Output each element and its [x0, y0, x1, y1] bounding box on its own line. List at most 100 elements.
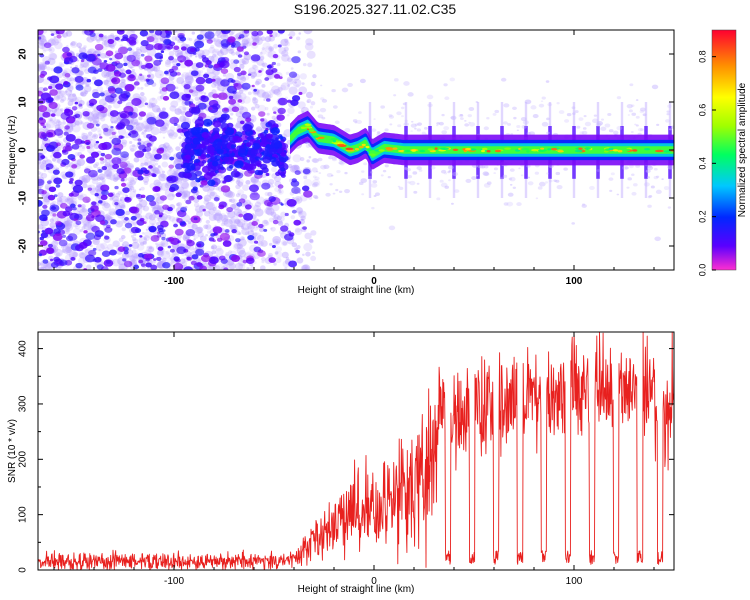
noise-blob	[49, 218, 55, 223]
noise-blob-strong	[250, 170, 255, 174]
noise-blob-strong	[48, 186, 57, 193]
noise-blob-strong	[38, 105, 48, 113]
noise-blob	[51, 215, 59, 223]
noise-blob	[161, 257, 167, 262]
noise-blob-strong	[160, 77, 170, 85]
noise-blob	[181, 195, 186, 200]
carrier-speckle	[452, 172, 459, 177]
noise-blob	[96, 177, 101, 181]
noise-blob-strong	[302, 168, 311, 175]
noise-blob	[80, 89, 88, 97]
noise-blob	[302, 253, 305, 257]
noise-blob	[235, 230, 241, 236]
noise-blob	[264, 36, 272, 43]
noise-blob-strong	[111, 131, 116, 136]
noise-blob	[156, 107, 162, 113]
carrier-speckle	[377, 131, 381, 134]
noise-blob	[194, 227, 203, 235]
noise-blob	[70, 66, 73, 69]
noise-blob	[168, 131, 178, 140]
noise-blob	[145, 126, 150, 130]
noise-blob	[81, 82, 85, 85]
noise-blob	[85, 264, 92, 270]
noise-blob	[220, 33, 229, 41]
noise-blob	[182, 234, 190, 241]
noise-blob	[241, 36, 251, 45]
carrier-speckle	[475, 174, 479, 177]
carrier-speckle	[502, 121, 508, 125]
noise-blob-strong	[50, 33, 55, 36]
noise-blob	[294, 247, 298, 251]
noise-blob	[56, 92, 64, 99]
noise-blob	[221, 222, 226, 227]
noise-blob	[147, 71, 152, 75]
signal-cluster-blob	[231, 152, 236, 156]
noise-blob	[256, 219, 260, 222]
noise-blob	[219, 47, 229, 56]
carrier-speckle	[331, 88, 336, 93]
snr-x-axis-label: Height of straight line (km)	[298, 584, 415, 595]
noise-blob-strong	[48, 141, 59, 149]
carrier-speckle	[323, 164, 330, 169]
noise-blob	[98, 98, 107, 106]
noise-blob	[152, 146, 158, 151]
signal-cluster-blob	[210, 156, 216, 161]
noise-blob-strong	[280, 203, 284, 206]
noise-blob	[60, 108, 64, 112]
noise-blob	[272, 238, 281, 246]
noise-blob	[221, 175, 224, 179]
noise-blob-strong	[176, 217, 183, 223]
noise-blob	[68, 197, 78, 206]
noise-blob-strong	[131, 97, 142, 106]
noise-blob-strong	[188, 195, 195, 201]
noise-blob-strong	[271, 67, 278, 73]
noise-blob-strong	[52, 169, 60, 175]
noise-blob	[131, 241, 140, 250]
noise-blob	[177, 50, 183, 55]
carrier-speckle	[360, 178, 367, 183]
noise-blob-strong	[58, 239, 68, 247]
noise-blob	[52, 119, 60, 126]
carrier-hotspot	[345, 147, 354, 151]
carrier-speckle	[359, 78, 366, 84]
noise-blob-strong	[39, 236, 45, 241]
noise-blob	[121, 69, 126, 73]
carrier-speckle	[653, 175, 659, 180]
noise-blob	[284, 202, 287, 206]
noise-blob-strong	[86, 122, 95, 129]
carrier-speckle	[328, 156, 333, 160]
noise-blob	[146, 245, 150, 249]
noise-blob-strong	[263, 228, 268, 232]
noise-blob	[181, 261, 188, 267]
noise-blob	[129, 190, 137, 198]
noise-blob-strong	[98, 200, 103, 204]
carrier-speckle	[331, 157, 337, 162]
noise-blob	[295, 84, 300, 88]
carrier-speckle	[637, 127, 643, 132]
signal-cluster-blob	[212, 143, 217, 148]
noise-blob-strong	[295, 249, 300, 254]
noise-blob	[136, 123, 140, 126]
noise-blob	[65, 249, 73, 256]
noise-blob	[177, 124, 181, 128]
noise-blob	[241, 202, 246, 208]
carrier-speckle	[371, 206, 375, 210]
carrier-speckle	[330, 174, 334, 177]
noise-blob-strong	[48, 132, 53, 136]
noise-blob	[109, 216, 113, 220]
noise-blob-strong	[245, 257, 255, 264]
signal-cluster-blob	[212, 127, 220, 134]
noise-blob	[205, 201, 215, 211]
noise-blob-strong	[38, 253, 43, 257]
noise-blob	[38, 63, 46, 72]
noise-blob-strong	[59, 202, 68, 209]
noise-blob-strong	[276, 114, 285, 121]
carrier-speckle	[370, 183, 378, 188]
carrier-speckle	[403, 167, 408, 170]
noise-blob	[157, 171, 162, 175]
noise-blob	[218, 213, 227, 221]
signal-cluster-blob	[196, 152, 202, 157]
carrier-speckle	[571, 222, 576, 225]
noise-blob-strong	[272, 54, 279, 59]
noise-blob-strong	[52, 213, 57, 217]
